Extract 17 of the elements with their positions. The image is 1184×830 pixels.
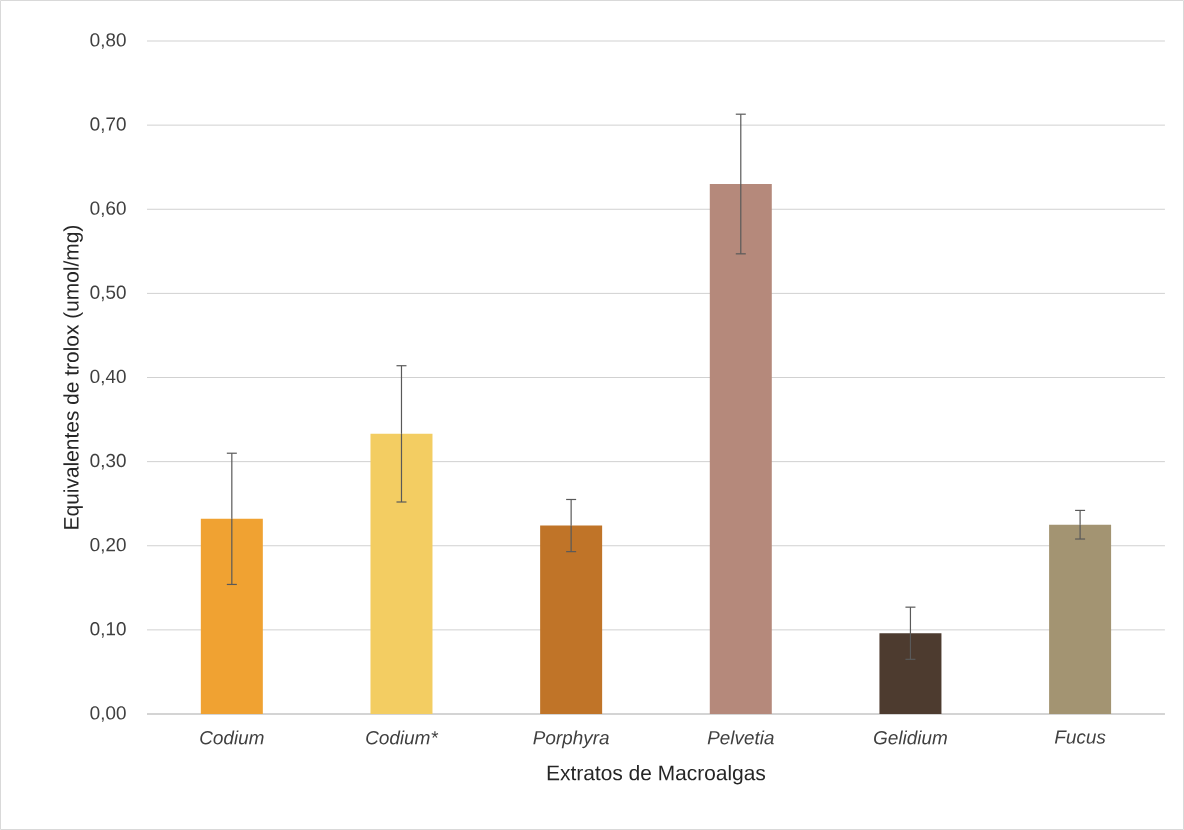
x-tick-label: Fucus [1054, 730, 1106, 744]
y-tick-label: 0,50 [90, 285, 126, 302]
y-tick-label: 0,10 [90, 622, 126, 638]
x-axis-title: Extratos de Macroalgas [547, 764, 766, 785]
x-tick-label: Codium [200, 730, 264, 745]
x-tick-label: Pelvetia [707, 730, 774, 745]
y-tick-label: 0,80 [90, 33, 126, 49]
y-tick-label: 0,40 [90, 369, 126, 386]
x-tick-label: Gelidium [874, 730, 947, 745]
x-tick-label: Codium* [366, 730, 439, 745]
y-tick-label: 0,60 [90, 201, 126, 218]
y-axis-title: Equivalentes de trolox (umol/mg) [63, 225, 83, 529]
y-tick-label: 0,70 [90, 117, 126, 133]
y-tick-label: 0,30 [90, 453, 126, 470]
x-tick-label: Porphyra [533, 730, 609, 749]
y-tick-label: 0,20 [90, 537, 126, 554]
y-tick-label: 0,00 [90, 706, 126, 722]
